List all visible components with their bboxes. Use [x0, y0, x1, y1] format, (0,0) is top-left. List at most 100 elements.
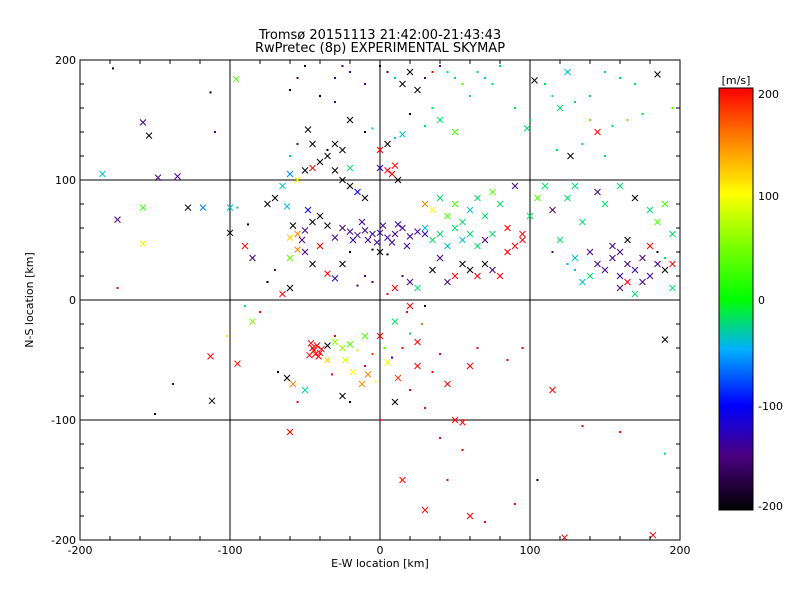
scatter-point — [556, 236, 564, 244]
scatter-point — [394, 176, 402, 184]
scatter-point — [574, 101, 576, 103]
scatter-point — [461, 449, 464, 451]
scatter-point — [504, 224, 511, 232]
scatter-point — [383, 347, 386, 349]
scatter-point — [431, 71, 434, 73]
scatter-point — [484, 77, 486, 79]
scatter-point — [331, 234, 339, 241]
scatter-point — [346, 116, 354, 124]
scatter-point — [286, 234, 294, 241]
scatter-point — [374, 380, 377, 383]
colorbar — [718, 87, 754, 511]
scatter-point — [234, 360, 241, 367]
scatter-point — [459, 236, 466, 244]
scatter-point — [394, 374, 402, 382]
scatter-point — [184, 204, 192, 211]
scatter-point — [371, 353, 374, 355]
scatter-point — [556, 104, 564, 112]
scatter-point — [421, 323, 423, 325]
scatter-point — [331, 140, 339, 148]
y-axis-label: N-S location [km] — [23, 252, 36, 348]
scatter-point — [444, 212, 451, 220]
scatter-point — [491, 83, 494, 85]
scatter-point — [371, 248, 374, 251]
scatter-point — [574, 269, 576, 271]
scatter-point — [409, 113, 411, 115]
scatter-point — [379, 222, 387, 229]
scatter-point — [289, 155, 291, 157]
scatter-point — [309, 260, 316, 268]
scatter-point — [436, 230, 444, 238]
scatter-point — [394, 77, 396, 79]
axis-ticks — [79, 59, 681, 541]
scatter-point — [145, 132, 153, 139]
chart-subtitle: RwPretec (8p) EXPERIMENTAL SKYMAP — [255, 41, 505, 56]
scatter-point — [364, 275, 366, 277]
scatter-point — [301, 227, 309, 234]
scatter-point — [481, 212, 489, 220]
scatter-point — [277, 371, 279, 373]
scatter-point — [586, 272, 594, 280]
scatter-point — [414, 284, 421, 292]
scatter-point — [474, 242, 481, 250]
scatter-point — [414, 86, 421, 94]
scatter-point — [664, 257, 666, 259]
scatter-point — [654, 71, 661, 78]
scatter-point — [414, 228, 421, 235]
x-tick-label: 100 — [520, 544, 541, 557]
scatter-point — [384, 140, 391, 148]
scatter-point — [342, 356, 349, 364]
scatter-point — [459, 419, 466, 426]
scatter-point — [429, 266, 436, 274]
scatter-point — [304, 65, 306, 67]
scatter-point — [594, 188, 601, 196]
scatter-point — [376, 332, 384, 340]
y-tick-label: -200 — [51, 534, 76, 547]
scatter-point — [661, 336, 669, 343]
scatter-point — [529, 119, 531, 121]
colorbar-unit-label: [m/s] — [722, 74, 751, 87]
scatter-point — [661, 200, 669, 208]
scatter-point — [409, 332, 411, 335]
scatter-point — [549, 386, 556, 394]
scatter-point — [399, 131, 406, 138]
y-tick-label: 100 — [55, 174, 76, 187]
scatter-point — [226, 204, 234, 211]
scatter-point — [619, 77, 621, 79]
scatter-point — [339, 224, 346, 232]
scatter-point — [364, 131, 366, 133]
scatter-point — [279, 290, 286, 298]
scatter-point — [154, 174, 162, 181]
scatter-point — [301, 167, 309, 174]
scatter-point — [99, 170, 106, 178]
scatter-point — [601, 200, 609, 208]
scatter-point — [669, 230, 676, 238]
scatter-point — [339, 392, 346, 400]
scatter-point — [286, 170, 294, 178]
scatter-point — [386, 253, 389, 256]
scatter-point — [489, 188, 496, 196]
scatter-point — [646, 206, 654, 214]
x-tick-label: -100 — [218, 544, 243, 557]
scatter-point — [339, 176, 346, 184]
scatter-point — [611, 125, 614, 127]
scatter-point — [406, 278, 414, 286]
scatter-point — [511, 242, 519, 250]
scatter-point — [319, 95, 321, 97]
scatter-point — [451, 200, 459, 208]
scatter-point — [446, 71, 449, 73]
scatter-point — [476, 347, 479, 349]
y-tick-label: 0 — [69, 294, 76, 307]
scatter-point — [331, 373, 333, 376]
scatter-point — [531, 77, 538, 84]
scatter-point — [399, 476, 406, 484]
scatter-point — [316, 158, 324, 166]
scatter-point — [406, 233, 414, 240]
scatter-point — [401, 347, 404, 349]
x-tick-label: 0 — [377, 544, 384, 557]
scatter-point — [304, 126, 312, 133]
scatter-point — [309, 140, 316, 148]
scatter-point — [316, 242, 324, 250]
scatter-point — [579, 218, 586, 226]
scatter-point — [589, 95, 591, 97]
